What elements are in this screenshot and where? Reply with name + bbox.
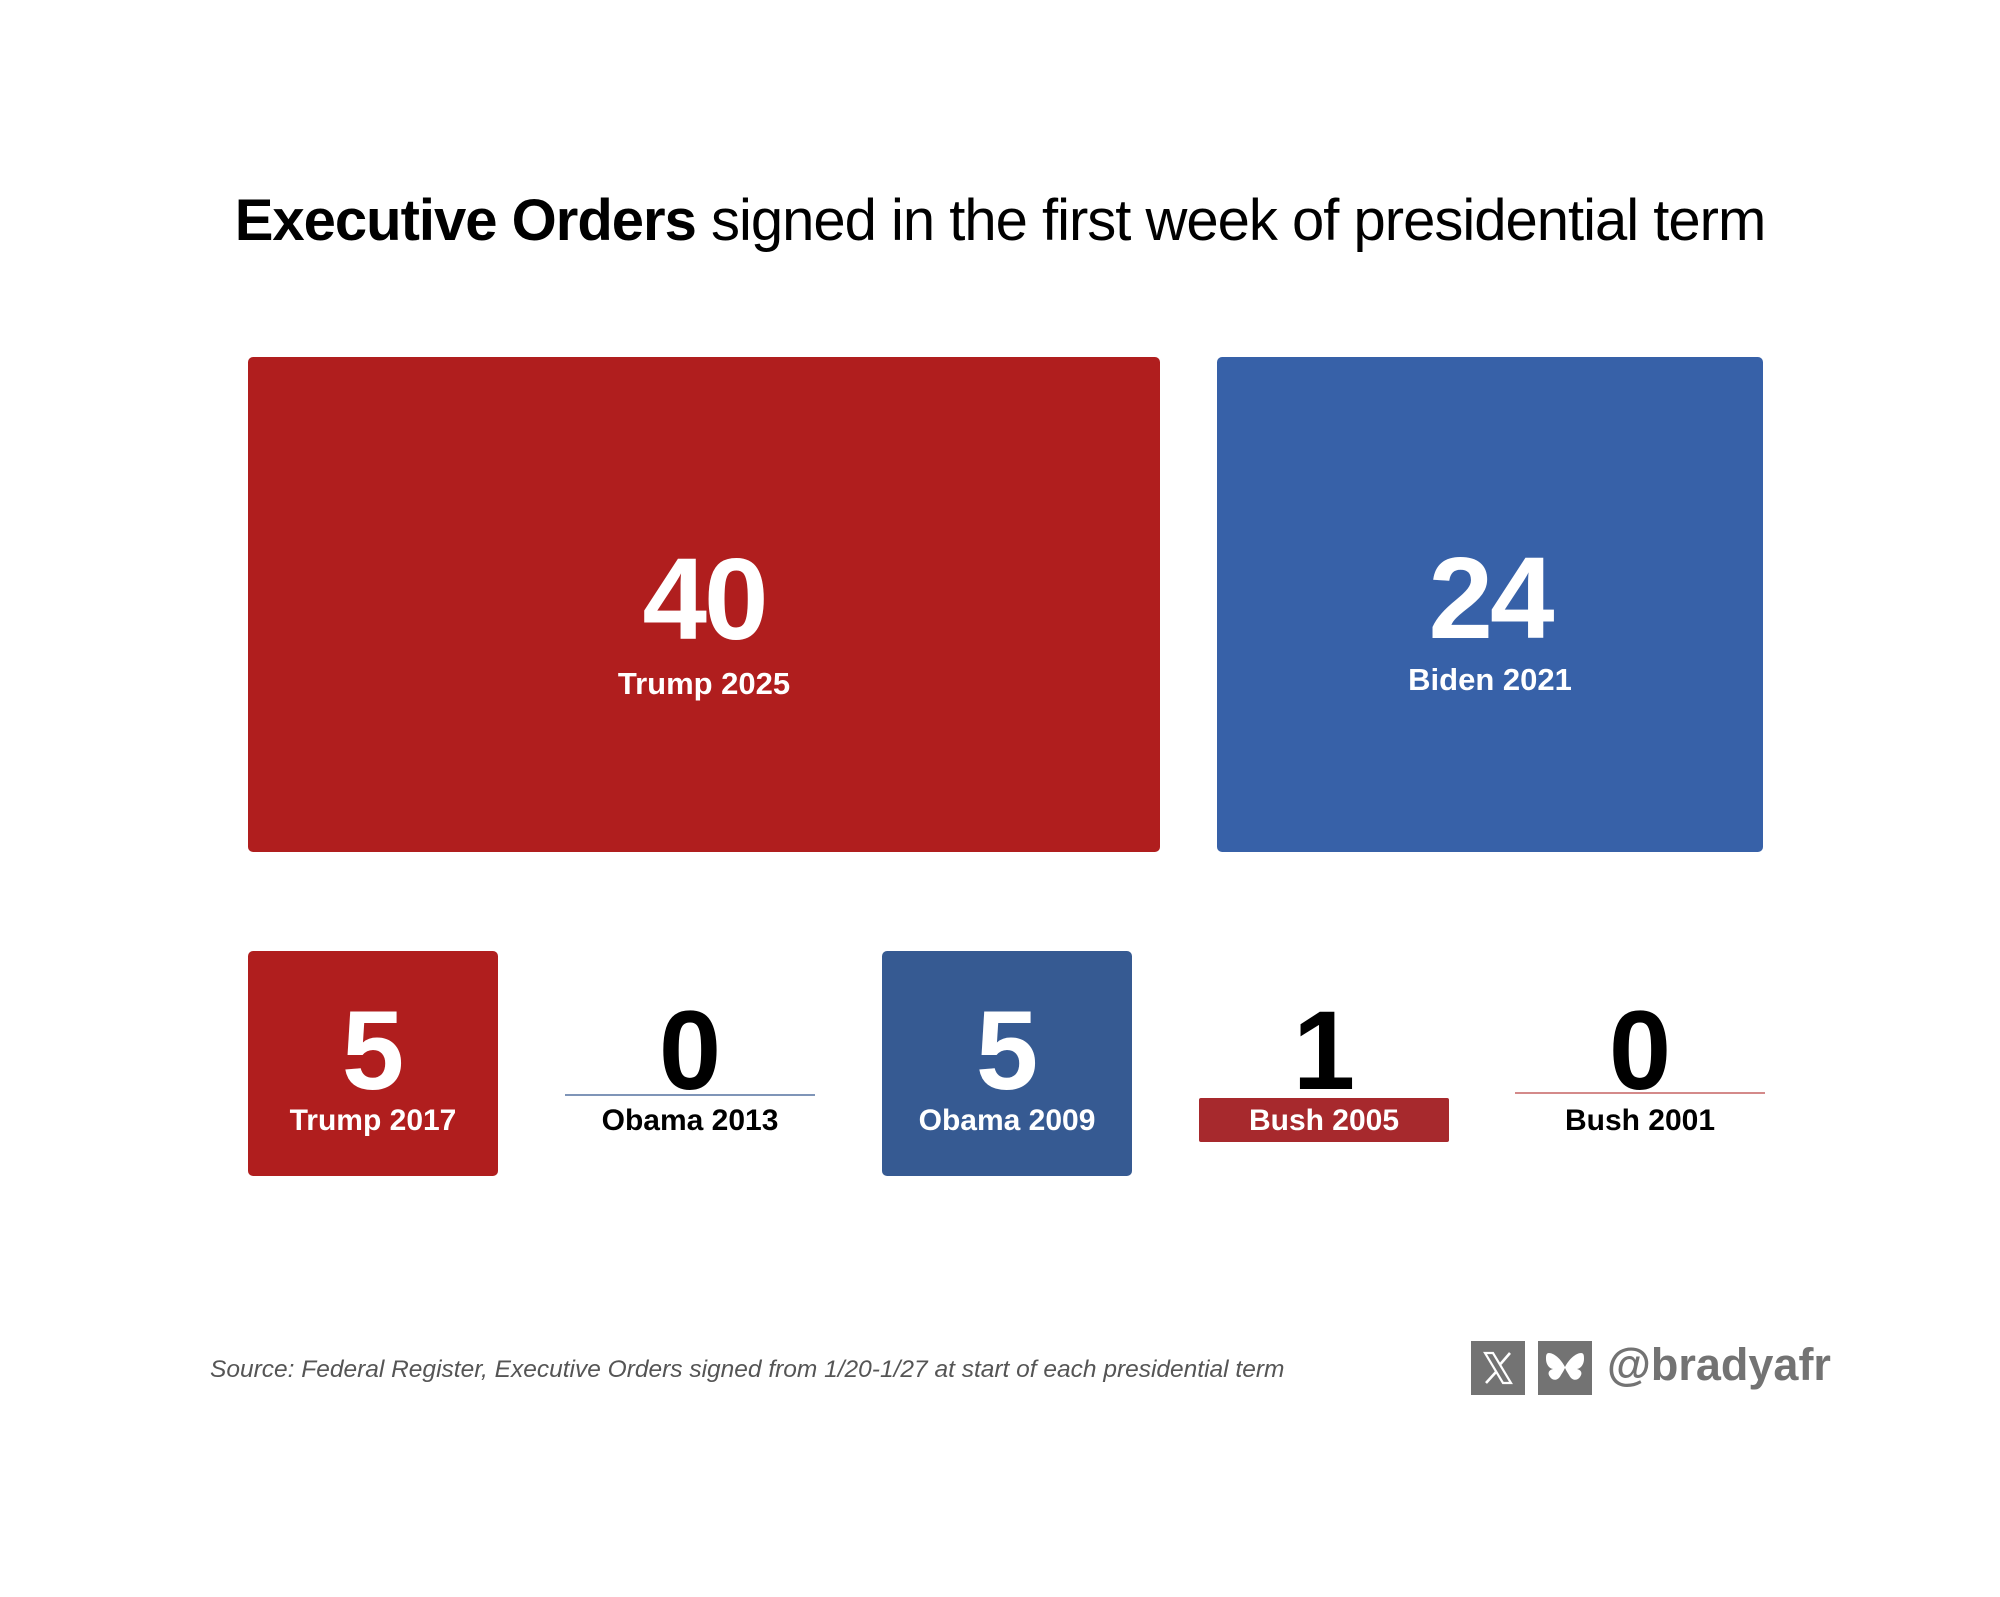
- source-note: Source: Federal Register, Executive Orde…: [210, 1356, 1285, 1383]
- tile-value: 24: [1428, 533, 1554, 663]
- tile-label: Obama 2013: [601, 1104, 779, 1137]
- label-pill: [1199, 1098, 1449, 1142]
- tile-label: Bush 2001: [1564, 1104, 1716, 1137]
- chart-title: Executive Orders signed in the first wee…: [0, 187, 2000, 254]
- tile-value: 0: [658, 988, 722, 1113]
- baseline-rule: [565, 1094, 815, 1096]
- chart-title-bold: Executive Orders: [234, 188, 697, 253]
- tile-obama-2009: 5 Obama 2009: [882, 951, 1132, 1176]
- tile-value: 5: [341, 988, 405, 1113]
- tile-label: Trump 2017: [289, 1104, 457, 1137]
- author-handle[interactable]: @bradyafr: [1607, 1339, 1831, 1390]
- tile-value: 1: [1292, 988, 1356, 1113]
- tile-label: Trump 2025: [617, 666, 791, 701]
- bluesky-icon[interactable]: [1538, 1341, 1592, 1395]
- tile-value: 0: [1608, 988, 1672, 1113]
- x-icon[interactable]: [1471, 1341, 1525, 1395]
- tile-bush-2001: 0 Bush 2001: [1515, 951, 1765, 1176]
- tile-label: Bush 2005: [1248, 1104, 1400, 1137]
- tile-biden-2021: 24 Biden 2021: [1217, 357, 1763, 852]
- tile-label: Biden 2021: [1408, 662, 1572, 697]
- tile-obama-2013: 0 Obama 2013: [565, 951, 815, 1176]
- tile-trump-2017: 5 Trump 2017: [248, 951, 498, 1176]
- tile-value: 40: [642, 534, 768, 664]
- tile-value: 5: [975, 988, 1039, 1113]
- chart-title-rest: signed in the first week of presidential…: [695, 188, 1766, 253]
- tile-trump-2025: 40 Trump 2025: [248, 357, 1160, 852]
- tile-label: Obama 2009: [918, 1104, 1096, 1137]
- baseline-rule: [1515, 1092, 1765, 1094]
- tile-bush-2005: 1 Bush 2005: [1199, 951, 1449, 1176]
